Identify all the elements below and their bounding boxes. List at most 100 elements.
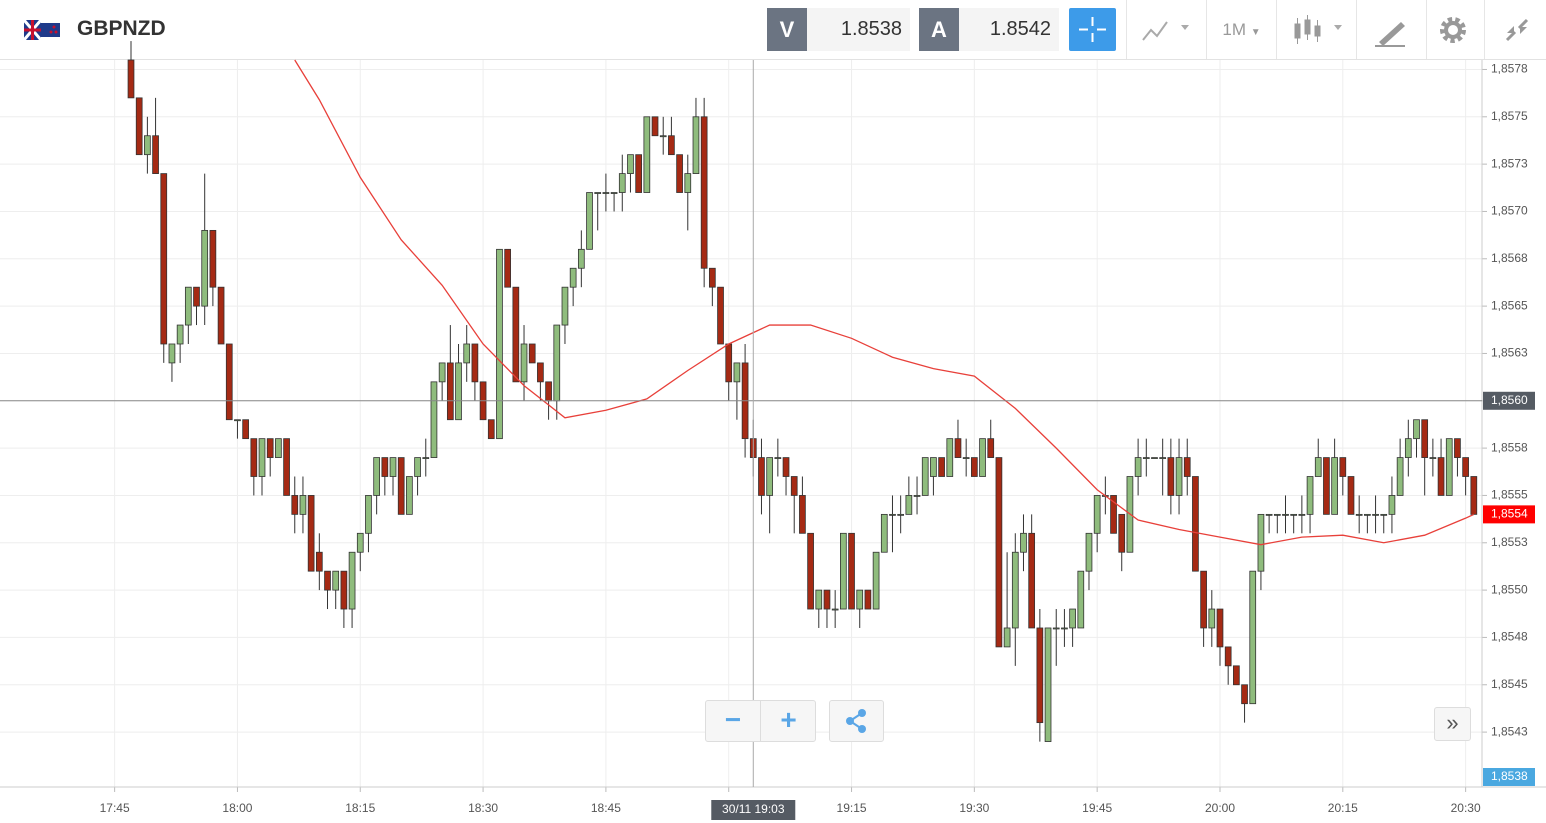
candle-body <box>1421 419 1429 458</box>
candle-body <box>1404 438 1412 458</box>
candle-body <box>250 438 258 477</box>
candle-body <box>1429 457 1437 459</box>
last-price-label-box <box>1483 505 1535 524</box>
candle-body <box>496 248 503 440</box>
candle-body <box>324 570 331 591</box>
collapse-button[interactable] <box>1484 0 1546 59</box>
share-button[interactable] <box>829 700 884 742</box>
candle-body <box>1036 627 1044 724</box>
candle-body <box>1241 684 1248 705</box>
sell-label[interactable]: V <box>767 8 807 51</box>
y-tick-label: 1,8575 <box>1491 109 1528 123</box>
candle-body <box>1273 513 1281 516</box>
bid-marker-label: 1,8538 <box>1491 769 1528 783</box>
candle-body <box>758 457 765 496</box>
y-tick-label: 1,8553 <box>1491 535 1528 549</box>
buy-price[interactable]: 1.8542 <box>959 8 1059 51</box>
candle-body <box>1282 513 1289 516</box>
candle-body <box>1003 627 1011 648</box>
x-tick-label: 19:15 <box>837 801 867 815</box>
candle-body <box>610 192 618 194</box>
settings-button[interactable] <box>1426 0 1484 59</box>
candle-body <box>307 495 315 572</box>
draw-button[interactable] <box>1356 0 1426 59</box>
candle-body <box>651 116 659 137</box>
candle-body <box>979 438 986 477</box>
candle-body <box>176 324 184 345</box>
crosshair-time-label: 30/11 19:03 <box>722 802 785 816</box>
candle-body <box>520 343 528 383</box>
indicator-button[interactable] <box>1126 0 1206 59</box>
candle-body <box>381 457 389 477</box>
candle-body <box>201 229 209 307</box>
timeframe-button[interactable]: 1M ▼ <box>1206 0 1276 59</box>
candle-body <box>1069 608 1076 629</box>
candle-body <box>1159 457 1167 459</box>
candle-body <box>1437 457 1445 496</box>
scroll-latest-button[interactable]: » <box>1434 707 1471 741</box>
candle-body <box>258 438 266 477</box>
candle-body <box>1306 476 1314 515</box>
candle-body <box>471 343 479 383</box>
x-tick-label: 17:45 <box>100 801 130 815</box>
candle-body <box>577 248 585 269</box>
buy-label[interactable]: A <box>919 8 959 51</box>
y-tick-label: 1,8565 <box>1491 298 1528 312</box>
candle-body <box>152 135 159 174</box>
zoom-in[interactable]: + <box>780 704 797 735</box>
x-tick-label: 18:30 <box>468 801 498 815</box>
y-tick-label: 1,8548 <box>1491 630 1528 644</box>
candle-body <box>127 59 135 99</box>
candle-body <box>1044 627 1052 742</box>
candle-body <box>275 438 282 458</box>
candle-body <box>1249 570 1257 705</box>
candle-body <box>880 513 888 553</box>
candle-body <box>905 495 913 515</box>
candle-body <box>692 116 700 174</box>
candle-body <box>872 551 880 610</box>
candle-body <box>913 495 921 497</box>
candle-body <box>537 362 544 383</box>
x-tick-label: 18:45 <box>591 801 621 815</box>
y-tick-label: 1,8543 <box>1491 724 1528 738</box>
sell-price[interactable]: 1.8538 <box>807 8 910 51</box>
candle-body <box>504 248 511 288</box>
candle-body <box>217 286 225 345</box>
candle-body <box>283 438 290 496</box>
candle-body <box>1331 457 1338 515</box>
candle-body <box>782 457 790 477</box>
candle-body <box>365 495 372 534</box>
candle-body <box>790 476 798 496</box>
candle-body <box>340 570 348 610</box>
crosshair-price-label: 1,8560 <box>1491 393 1528 407</box>
candle-body <box>1077 570 1085 629</box>
candle-body <box>602 192 610 194</box>
candle-body <box>406 476 413 515</box>
timeframe: 1M <box>1222 20 1246 39</box>
indicator-icon <box>1142 21 1189 41</box>
candle-body <box>1298 513 1306 516</box>
draw-icon <box>1375 22 1405 47</box>
candle-body <box>831 608 839 611</box>
collapse-icon <box>1505 18 1529 42</box>
candle-body <box>193 286 200 307</box>
candle-body <box>708 267 716 288</box>
zoom-out[interactable]: − <box>706 701 761 741</box>
candle-body <box>733 362 741 383</box>
candle-body <box>1020 532 1027 553</box>
crosshair-button[interactable] <box>1069 8 1116 51</box>
candle-body <box>1396 457 1404 496</box>
chart-type-button[interactable] <box>1276 0 1356 59</box>
candle-body <box>455 362 462 421</box>
candle-body <box>299 495 307 515</box>
x-tick-label: 18:00 <box>222 801 252 815</box>
candle-body <box>144 135 151 156</box>
candle-body <box>1257 513 1265 572</box>
candle-body <box>659 135 667 138</box>
candle-body <box>864 589 872 610</box>
candle-body <box>848 532 855 610</box>
y-tick-label: 1,8555 <box>1491 488 1528 502</box>
x-tick-label: 20:15 <box>1328 801 1358 815</box>
candle-body <box>389 457 397 477</box>
candle-body <box>946 438 954 477</box>
